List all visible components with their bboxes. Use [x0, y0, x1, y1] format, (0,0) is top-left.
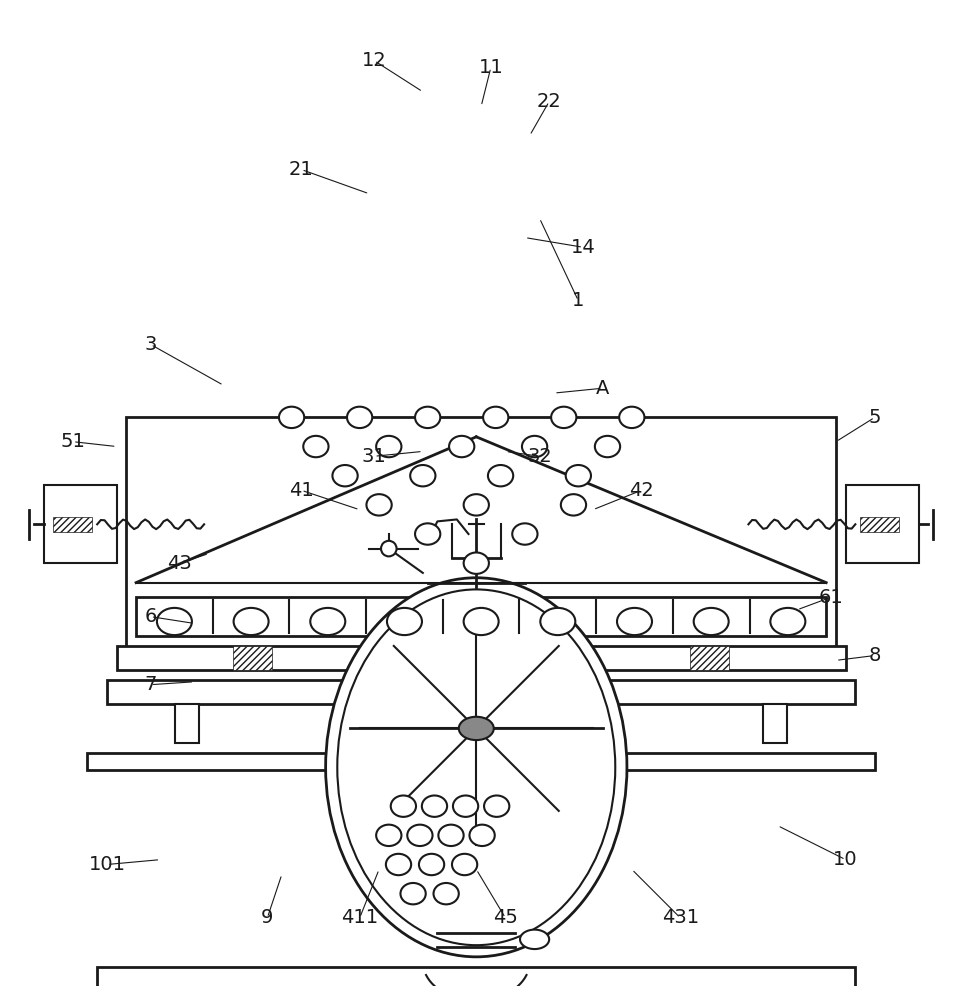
Ellipse shape — [303, 436, 329, 457]
Text: 1: 1 — [573, 291, 584, 310]
Bar — [136, 597, 826, 636]
Ellipse shape — [464, 552, 489, 574]
Ellipse shape — [337, 589, 615, 945]
Ellipse shape — [449, 436, 474, 457]
Ellipse shape — [540, 608, 575, 635]
Ellipse shape — [561, 494, 586, 516]
Ellipse shape — [617, 608, 652, 635]
Ellipse shape — [366, 494, 392, 516]
Ellipse shape — [387, 608, 422, 635]
Ellipse shape — [386, 854, 411, 875]
Text: A: A — [596, 379, 609, 398]
Ellipse shape — [595, 436, 620, 457]
Text: 22: 22 — [537, 92, 562, 111]
Ellipse shape — [410, 465, 435, 486]
Bar — [233, 646, 272, 670]
Ellipse shape — [419, 854, 444, 875]
Bar — [126, 417, 836, 651]
Ellipse shape — [376, 825, 401, 846]
Bar — [107, 680, 855, 704]
Ellipse shape — [156, 608, 191, 635]
Ellipse shape — [459, 717, 494, 740]
Text: 45: 45 — [493, 908, 518, 927]
Bar — [860, 517, 899, 532]
Ellipse shape — [391, 795, 416, 817]
Text: 9: 9 — [261, 908, 273, 927]
Ellipse shape — [551, 407, 576, 428]
Ellipse shape — [326, 578, 627, 957]
Text: 6: 6 — [145, 607, 156, 626]
Text: 101: 101 — [88, 855, 125, 874]
Text: 21: 21 — [289, 160, 314, 179]
Ellipse shape — [400, 883, 426, 904]
Bar — [97, 967, 855, 996]
Bar — [87, 753, 875, 770]
Ellipse shape — [452, 854, 477, 875]
Ellipse shape — [464, 494, 489, 516]
Ellipse shape — [347, 407, 372, 428]
Ellipse shape — [415, 523, 440, 545]
Ellipse shape — [415, 407, 440, 428]
Ellipse shape — [512, 523, 538, 545]
Bar — [117, 646, 846, 670]
Ellipse shape — [422, 795, 447, 817]
Ellipse shape — [619, 407, 644, 428]
Ellipse shape — [488, 465, 513, 486]
Text: 51: 51 — [60, 432, 86, 451]
Bar — [459, 996, 494, 1000]
Text: 10: 10 — [833, 850, 858, 869]
Text: 7: 7 — [145, 675, 156, 694]
Text: 12: 12 — [362, 51, 387, 70]
Ellipse shape — [520, 930, 549, 949]
Ellipse shape — [453, 795, 478, 817]
Ellipse shape — [407, 825, 433, 846]
Bar — [846, 485, 919, 563]
Text: 431: 431 — [662, 908, 699, 927]
Bar — [690, 646, 729, 670]
Ellipse shape — [376, 436, 401, 457]
Text: 411: 411 — [341, 908, 378, 927]
Bar — [763, 704, 787, 743]
Text: 31: 31 — [362, 447, 387, 466]
Ellipse shape — [483, 407, 508, 428]
Ellipse shape — [469, 825, 495, 846]
Text: 42: 42 — [629, 481, 654, 500]
Ellipse shape — [464, 608, 499, 635]
Ellipse shape — [484, 795, 509, 817]
Ellipse shape — [771, 608, 806, 635]
Ellipse shape — [233, 608, 268, 635]
Ellipse shape — [381, 541, 397, 556]
Bar — [44, 485, 117, 563]
Text: 8: 8 — [869, 646, 881, 665]
Ellipse shape — [434, 883, 459, 904]
Ellipse shape — [279, 407, 304, 428]
Bar — [53, 517, 92, 532]
Text: 5: 5 — [869, 408, 881, 427]
Text: 43: 43 — [167, 554, 192, 573]
Text: 32: 32 — [527, 447, 552, 466]
Text: 61: 61 — [818, 588, 844, 607]
Text: 11: 11 — [478, 58, 503, 77]
Ellipse shape — [566, 465, 591, 486]
Ellipse shape — [694, 608, 729, 635]
Ellipse shape — [332, 465, 358, 486]
Text: 41: 41 — [289, 481, 314, 500]
Ellipse shape — [310, 608, 345, 635]
Ellipse shape — [438, 825, 464, 846]
Bar — [175, 704, 199, 743]
Ellipse shape — [522, 436, 547, 457]
Text: 3: 3 — [145, 335, 156, 354]
Text: 14: 14 — [571, 238, 596, 257]
